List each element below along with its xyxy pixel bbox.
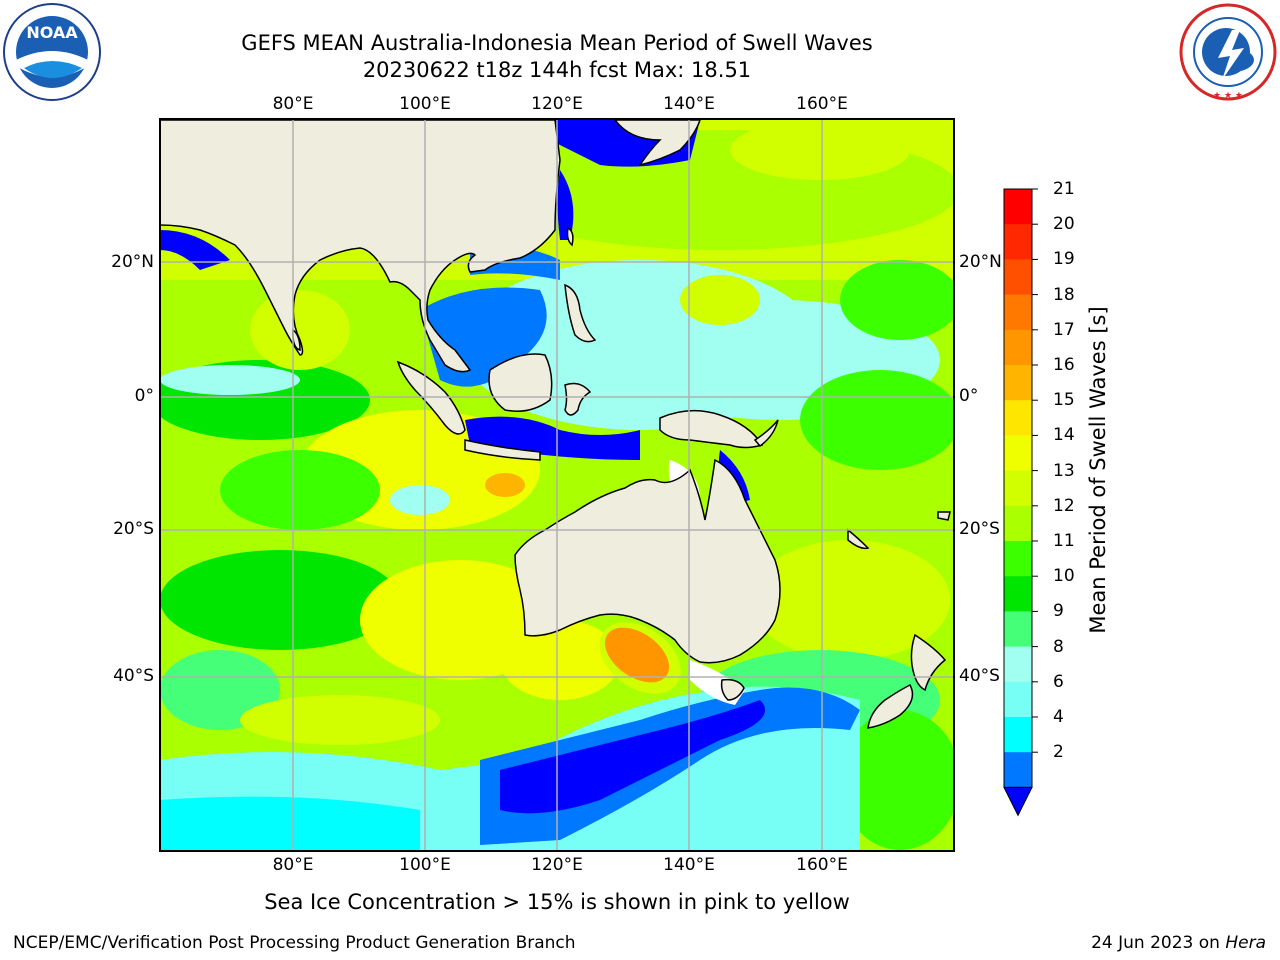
colorbar-under-arrow <box>1003 786 1033 817</box>
colorbar-segment <box>1004 646 1032 683</box>
new-zealand-south <box>867 684 914 729</box>
footer-date-text: 24 Jun 2023 on <box>1091 933 1226 953</box>
lon-label-bottom-140e: 140°E <box>663 855 715 875</box>
lon-label-bottom-160e: 160°E <box>796 855 848 875</box>
noaa-logo-text: NOAA <box>26 23 78 42</box>
sea-ice-note: Sea Ice Concentration > 15% is shown in … <box>264 890 850 914</box>
philippines <box>564 283 597 343</box>
colorbar-frame <box>1003 188 1033 788</box>
lon-label-top-120e: 120°E <box>531 94 583 114</box>
lon-label-top-80e: 80°E <box>272 94 314 114</box>
colorbar-segment <box>1004 400 1032 436</box>
noaa-logo: NOAA <box>2 2 102 102</box>
lon-label-bottom-100e: 100°E <box>399 855 451 875</box>
colorbar-segment <box>1004 681 1032 718</box>
colorbar-segment <box>1004 259 1032 296</box>
colorbar-tick-label: 21 <box>1053 179 1075 199</box>
australia <box>514 458 781 664</box>
tasmania <box>720 678 745 701</box>
footer-branch: NCEP/EMC/Verification Post Processing Pr… <box>13 933 576 953</box>
chart-title: GEFS MEAN Australia-Indonesia Mean Perio… <box>241 31 873 55</box>
colorbar-tick-label: 4 <box>1053 707 1064 727</box>
colorbar-tick-label: 13 <box>1053 460 1075 481</box>
colorbar-tick-label: 2 <box>1053 742 1064 763</box>
japan <box>613 119 702 167</box>
lat-label-right-20s: 20°S <box>959 519 1000 539</box>
colorbar-tick-label: 8 <box>1053 636 1064 657</box>
colorbar-tick-label: 18 <box>1053 284 1075 305</box>
colorbar-tick-label: 14 <box>1053 425 1075 446</box>
lon-label-bottom-80e: 80°E <box>272 855 314 875</box>
lon-label-bottom-120e: 120°E <box>531 855 583 875</box>
lat-label-left-20s: 20°S <box>113 519 154 539</box>
sumatra <box>396 360 466 435</box>
colorbar-tick-label: 11 <box>1053 531 1075 551</box>
colorbar-segment <box>1004 611 1032 648</box>
lat-label-right-40s: 40°S <box>959 666 1000 686</box>
colorbar-segment <box>1004 365 1032 401</box>
lat-label-right-0: 0° <box>959 386 979 406</box>
colorbar-tick-label: 15 <box>1053 390 1075 411</box>
lat-label-left-0: 0° <box>134 386 154 406</box>
colorbar-segment <box>1004 576 1032 612</box>
colorbar-segment <box>1004 189 1032 225</box>
colorbar-tick-label: 17 <box>1053 319 1075 340</box>
colorbar-tick-label: 12 <box>1053 495 1075 516</box>
lon-label-top-100e: 100°E <box>399 94 451 114</box>
colorbar-label: Mean Period of Swell Waves [s] <box>1086 306 1110 634</box>
footer-date: 24 Jun 2023 on Hera <box>1091 933 1266 953</box>
colorbar-segment <box>1004 329 1032 366</box>
svg-text:★ ★ ★: ★ ★ ★ <box>1213 91 1243 101</box>
footer-host: Hera <box>1225 933 1266 953</box>
lon-label-top-160e: 160°E <box>796 94 848 114</box>
colorbar-tick-label: 19 <box>1053 249 1075 270</box>
taiwan <box>566 226 574 247</box>
nws-logo: ★ ★ ★ <box>1178 2 1278 102</box>
chart-subtitle: 20230622 t18z 144h fcst Max: 18.51 <box>362 58 752 82</box>
lat-label-left-40s: 40°S <box>113 666 154 686</box>
colorbar-tick-label: 9 <box>1053 601 1064 622</box>
island-pacific <box>753 419 779 448</box>
island-fiji <box>937 511 951 521</box>
colorbar-segment <box>1004 435 1032 472</box>
graticule <box>160 119 954 851</box>
colorbar <box>1003 188 1038 817</box>
map-frame <box>159 118 955 852</box>
colorbar-tick-label: 16 <box>1053 355 1075 375</box>
colorbar-segment <box>1004 224 1032 260</box>
colorbar-segment <box>1004 470 1032 507</box>
lat-label-left-20n: 20°N <box>111 252 154 272</box>
lat-label-right-20n: 20°N <box>959 252 1002 272</box>
colorbar-segment <box>1004 294 1032 331</box>
colorbar-tick-label: 10 <box>1053 566 1075 587</box>
colorbar-segment <box>1004 505 1032 542</box>
colorbar-segment <box>1004 541 1032 577</box>
colorbar-segment <box>1004 752 1032 788</box>
sulawesi <box>564 382 592 416</box>
colorbar-segment <box>1004 717 1032 753</box>
island-new-caledonia <box>847 528 870 550</box>
colorbar-tick-label: 20 <box>1053 214 1075 235</box>
asia-mainland <box>160 119 561 373</box>
java <box>464 439 541 461</box>
land <box>160 119 951 729</box>
new-guinea <box>659 409 764 449</box>
lon-label-top-140e: 140°E <box>663 94 715 114</box>
colorbar-tick-label: 6 <box>1053 671 1064 692</box>
